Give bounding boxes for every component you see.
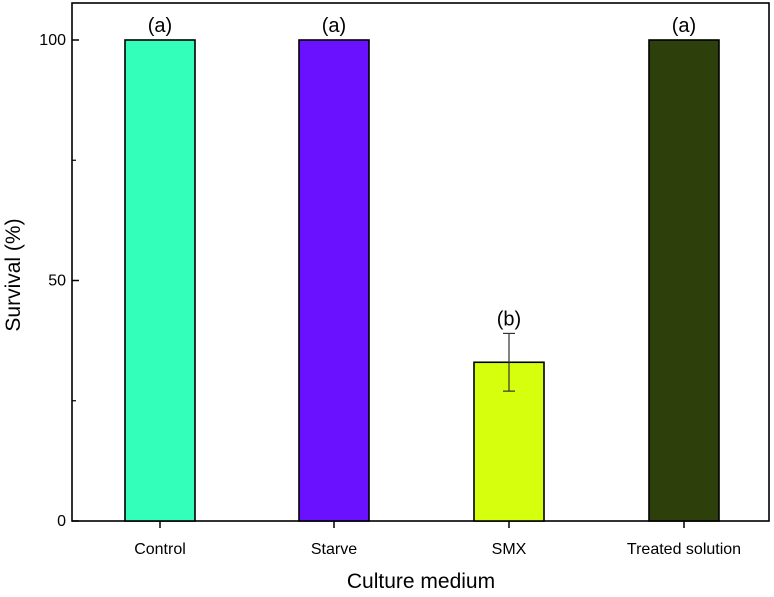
y-tick-label: 100: [39, 32, 66, 49]
significance-label: (a): [672, 15, 696, 37]
x-category-label: SMX: [492, 541, 527, 558]
y-axis-title: Survival (%): [2, 218, 25, 331]
y-tick-label: 0: [57, 513, 66, 530]
significance-label: (a): [148, 15, 172, 37]
bars-group: (a) (a) (b) (a): [124, 15, 720, 522]
significance-label: (a): [322, 15, 346, 37]
y-axis: 0 50 100: [39, 32, 79, 530]
significance-label: (b): [497, 308, 521, 330]
x-category-label: Treated solution: [627, 541, 741, 558]
plot-frame: [71, 2, 770, 522]
x-category-label: Starve: [311, 541, 357, 558]
x-axis: Control Starve SMX Treated solution: [134, 521, 741, 558]
bar-control: [124, 39, 196, 522]
bar-starve: [298, 39, 370, 522]
x-category-label: Control: [134, 541, 186, 558]
bar-treated-solution: [648, 39, 720, 522]
y-tick-label: 50: [48, 273, 66, 290]
x-axis-title: Culture medium: [347, 570, 495, 593]
